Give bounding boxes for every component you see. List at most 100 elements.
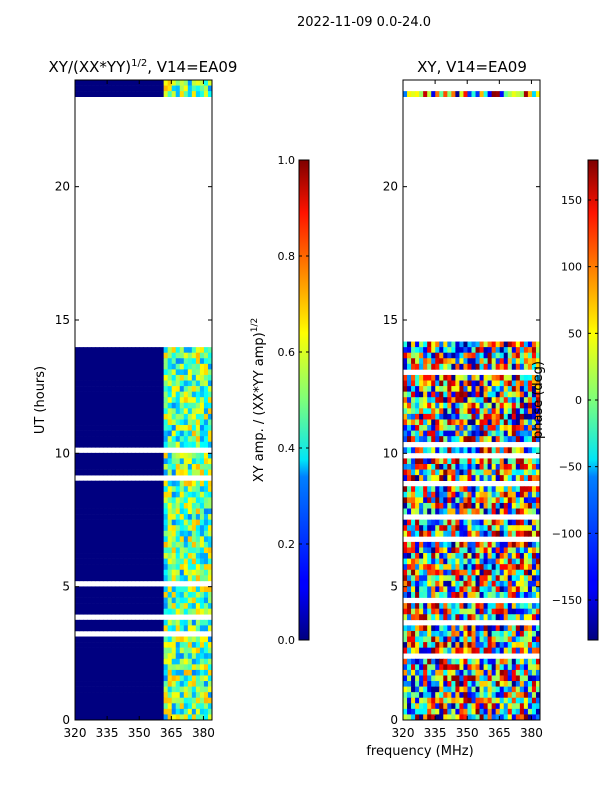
heatmap-cell <box>467 714 472 720</box>
heatmap-cell <box>519 436 525 443</box>
heatmap-cell <box>167 480 173 487</box>
heatmap-cell <box>403 519 408 526</box>
heatmap-cell <box>87 491 92 498</box>
heatmap-cell <box>531 586 537 593</box>
heatmap-cell <box>447 91 452 97</box>
heatmap-cell <box>459 569 464 576</box>
heatmap-cell <box>195 597 201 604</box>
heatmap-cell <box>423 486 428 493</box>
heatmap-cell <box>171 592 177 598</box>
heatmap-cell <box>531 664 537 671</box>
heatmap-cell <box>499 636 505 643</box>
heatmap-cell <box>115 697 120 704</box>
heatmap-cell <box>171 619 177 626</box>
heatmap-cell <box>535 558 540 565</box>
heatmap-cell <box>515 475 521 481</box>
heatmap-cell <box>455 614 460 621</box>
heatmap-cell <box>431 603 436 609</box>
heatmap-cell <box>75 530 80 537</box>
heatmap-cell <box>111 514 116 520</box>
heatmap-cell <box>207 469 212 476</box>
heatmap-cell <box>527 541 533 548</box>
heatmap-cell <box>171 575 177 582</box>
heatmap-cell <box>195 430 201 437</box>
heatmap-cell <box>155 714 161 720</box>
heatmap-cell <box>507 475 513 481</box>
heatmap-cell <box>447 475 452 481</box>
heatmap-cell <box>131 569 136 576</box>
heatmap-cell <box>79 541 84 548</box>
heatmap-cell <box>151 486 157 493</box>
heatmap-cell <box>199 469 205 476</box>
heatmap-cell <box>411 458 416 465</box>
heatmap-cell <box>443 686 448 693</box>
heatmap-cell <box>435 525 440 532</box>
heatmap-cell <box>75 380 80 387</box>
heatmap-cell <box>127 669 132 676</box>
heatmap-cell <box>95 402 100 409</box>
heatmap-cell <box>439 402 444 409</box>
heatmap-cell <box>75 603 80 609</box>
heatmap-cell <box>411 647 416 654</box>
heatmap-cell <box>527 708 533 715</box>
heatmap-cell <box>495 374 501 381</box>
heatmap-cell <box>95 85 100 92</box>
heatmap-cell <box>143 91 149 97</box>
heatmap-cell <box>431 491 436 498</box>
heatmap-cell <box>199 91 205 97</box>
heatmap-cell <box>147 430 153 437</box>
heatmap-cell <box>79 369 84 376</box>
heatmap-cell <box>403 697 408 704</box>
heatmap-cell <box>135 514 140 520</box>
heatmap-cell <box>155 436 161 443</box>
heatmap-cell <box>99 681 104 687</box>
heatmap-cell <box>115 686 120 693</box>
heatmap-cell <box>79 497 84 504</box>
heatmap-cell <box>87 369 92 376</box>
heatmap-cell <box>467 380 472 387</box>
heatmap-cell <box>135 619 140 626</box>
heatmap-cell <box>95 425 100 431</box>
heatmap-cell <box>83 519 88 526</box>
heatmap-cell <box>123 536 128 543</box>
heatmap-cell <box>407 608 412 615</box>
heatmap-cell <box>183 708 189 715</box>
heatmap-cell <box>507 603 513 609</box>
heatmap-cell <box>147 436 153 443</box>
heatmap-cell <box>459 380 464 387</box>
heatmap-cell <box>467 413 472 420</box>
heatmap-cell <box>459 530 464 537</box>
heatmap-cell <box>75 347 80 353</box>
heatmap-cell <box>199 703 205 710</box>
heatmap-cell <box>455 497 460 504</box>
heatmap-cell <box>463 586 468 593</box>
heatmap-cell <box>99 603 104 609</box>
heatmap-cell <box>491 347 497 353</box>
heatmap-cell <box>79 491 84 498</box>
heatmap-cell <box>511 374 517 381</box>
heatmap-cell <box>131 80 136 86</box>
heatmap-cell <box>415 402 420 409</box>
heatmap-cell <box>491 352 497 359</box>
heatmap-cell <box>519 608 525 615</box>
heatmap-cell <box>135 714 140 720</box>
heatmap-cell <box>451 425 456 431</box>
heatmap-cell <box>435 642 440 648</box>
heatmap-cell <box>187 586 193 593</box>
heatmap-cell <box>479 352 485 359</box>
heatmap-cell <box>463 558 468 565</box>
heatmap-cell <box>467 530 472 537</box>
heatmap-cell <box>179 358 185 365</box>
heatmap-cell <box>167 669 173 676</box>
heatmap-cell <box>415 647 420 654</box>
heatmap-cell <box>499 380 505 387</box>
heatmap-cell <box>155 592 161 598</box>
heatmap-cell <box>151 564 157 571</box>
heatmap-cell <box>203 397 209 404</box>
heatmap-cell <box>103 603 108 609</box>
heatmap-cell <box>111 408 116 415</box>
heatmap-cell <box>123 425 128 431</box>
heatmap-cell <box>495 447 501 454</box>
heatmap-cell <box>423 686 428 693</box>
heatmap-cell <box>411 608 416 615</box>
